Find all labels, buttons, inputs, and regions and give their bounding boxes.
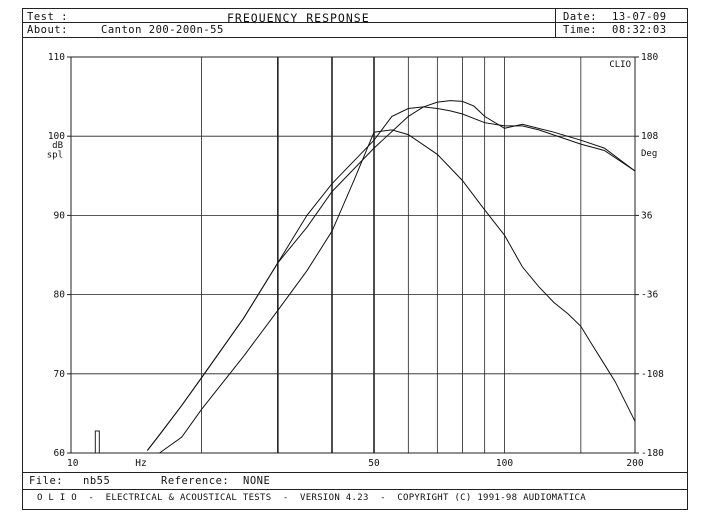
- date-label: Date:: [563, 11, 598, 23]
- y-axis-label-db: dB: [52, 141, 63, 151]
- y-tick-label: 80: [54, 290, 66, 301]
- report-title: FREQUENCY RESPONSE: [227, 11, 370, 25]
- y-axis-label-spl: spl: [47, 151, 63, 161]
- file-label: File:: [29, 475, 64, 487]
- y2-axis-label: Deg: [641, 149, 657, 159]
- y-tick-label: 100: [48, 131, 65, 142]
- about-label: About:: [27, 24, 68, 36]
- response-curve-1: [146, 106, 636, 451]
- footer-top-rule: [23, 472, 687, 473]
- time-label: Time:: [563, 24, 598, 36]
- marker-bar: [94, 430, 100, 454]
- clio-corner-label: CLIO: [609, 60, 631, 70]
- x-tick-label: 50: [368, 458, 380, 469]
- frequency-response-chart: 60 70 80 90 100 110 180 108 36 -36 -108 -180 10 50 100…: [47, 52, 664, 469]
- file-value: nb55: [83, 475, 111, 487]
- y-tick-label: 110: [48, 52, 65, 63]
- y2-tick-label: -36: [641, 290, 658, 301]
- y2-tick-label: 36: [641, 210, 653, 221]
- clio-report-frame: Test : About: Canton 200-200n-55 FREQUEN…: [22, 8, 688, 510]
- x-tick-label: 100: [496, 458, 513, 469]
- header-divider: [555, 9, 556, 37]
- header-row-divider: [23, 22, 687, 23]
- about-value: Canton 200-200n-55: [101, 24, 224, 36]
- response-curve-3: [159, 129, 636, 454]
- x-tick-label: 10: [67, 458, 79, 469]
- y2-tick-label: -180: [641, 448, 664, 459]
- time-value: 08:32:03: [612, 24, 667, 36]
- y2-tick-label: 108: [641, 131, 658, 142]
- date-value: 13-07-09: [612, 11, 667, 23]
- x-unit-label: Hz: [135, 458, 146, 469]
- reference-value: NONE: [243, 475, 271, 487]
- x-tick-label: 200: [626, 458, 643, 469]
- response-curve-2: [146, 100, 636, 451]
- report-header: Test : About: Canton 200-200n-55 FREQUEN…: [23, 9, 687, 38]
- footer-mid-rule: [23, 489, 687, 490]
- y-tick-label: 90: [54, 210, 66, 221]
- y-tick-label: 60: [54, 448, 66, 459]
- reference-label: Reference:: [161, 475, 230, 487]
- copyright-line: O L I O - ELECTRICAL & ACOUSTICAL TESTS …: [37, 493, 586, 503]
- test-label: Test :: [27, 11, 68, 23]
- plot-area: [70, 56, 636, 454]
- y-tick-label: 70: [54, 369, 66, 380]
- y2-tick-label: -108: [641, 369, 664, 380]
- y2-tick-label: 180: [641, 52, 658, 63]
